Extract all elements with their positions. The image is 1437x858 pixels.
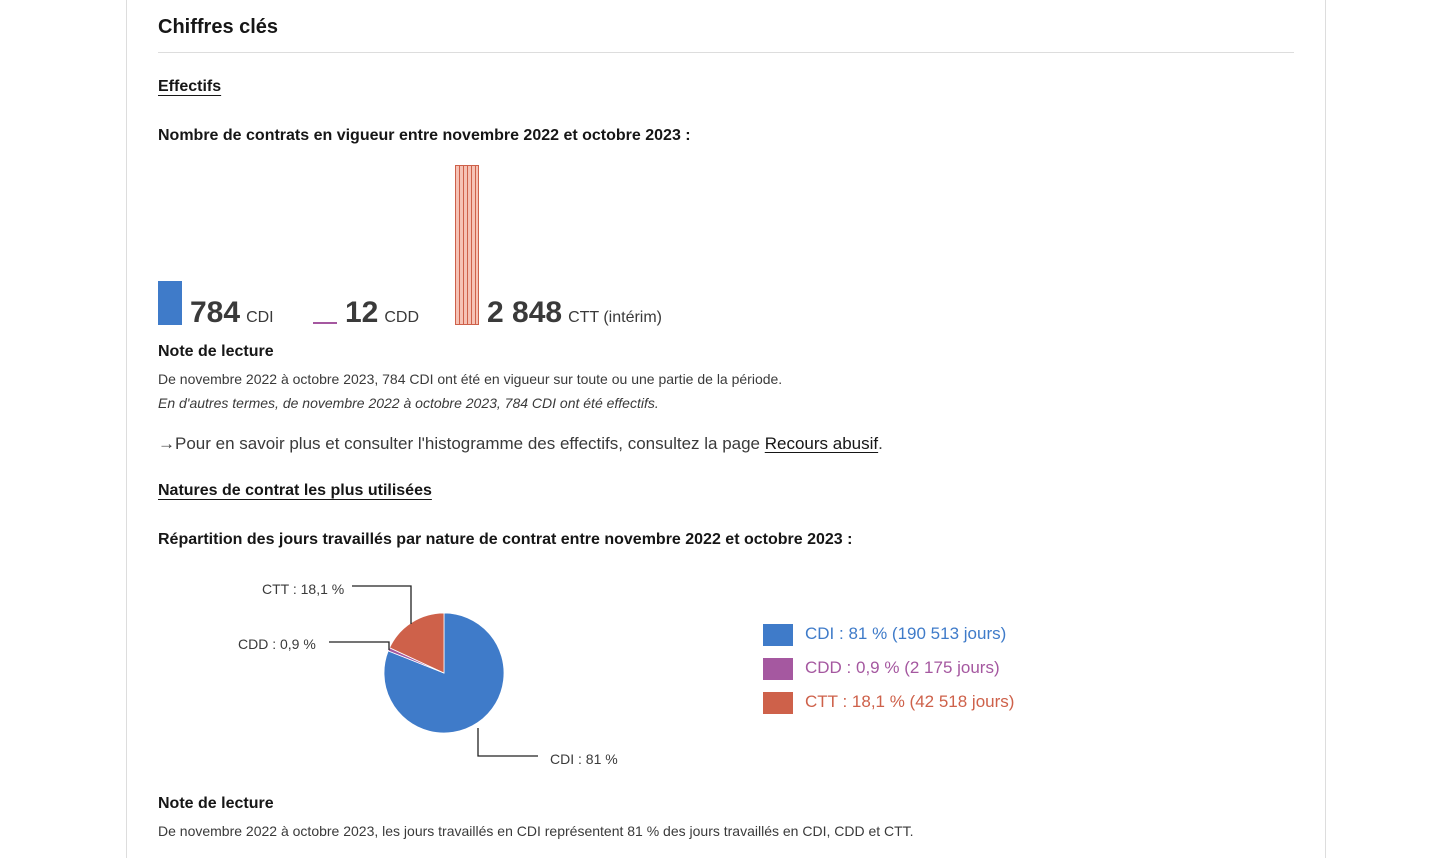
key-figures-card: [126, 0, 1326, 858]
figure-ctt-value: 2 848: [487, 296, 563, 329]
natures-note-title: Note de lecture: [158, 795, 274, 812]
natures-link[interactable]: Natures de contrat les plus utilisées: [158, 482, 432, 499]
figure-cdd: 12 CDD: [345, 296, 419, 330]
recours-abusif-link[interactable]: Recours abusif: [764, 434, 879, 453]
natures-note-line1: De novembre 2022 à octobre 2023, les jou…: [158, 823, 914, 839]
bar-cdi: [158, 281, 182, 325]
effectifs-note-line2: En d'autres termes, de novembre 2022 à o…: [158, 395, 659, 411]
legend-label-ctt: CTT : 18,1 % (42 518 jours): [805, 692, 1015, 711]
legend-label-cdi: CDI : 81 % (190 513 jours): [805, 624, 1007, 643]
pie-label-cdi: CDI : 81 %: [550, 751, 618, 767]
bar-ctt: [455, 165, 479, 325]
effectifs-note-line1: De novembre 2022 à octobre 2023, 784 CDI…: [158, 371, 783, 387]
figure-cdd-value: 12: [345, 296, 379, 329]
legend-swatch-cdi: [763, 624, 793, 646]
leader-cdi: [477, 728, 538, 757]
figure-cdi-label: CDI: [246, 309, 274, 326]
more-info-text: Pour en savoir plus et consulter l'histo…: [175, 434, 765, 453]
pie-label-cdd: CDD : 0,9 %: [238, 636, 316, 652]
figure-cdi: 784 CDI: [190, 296, 274, 330]
legend-swatch-ctt: [763, 692, 793, 714]
effectifs-link[interactable]: Effectifs: [158, 78, 222, 95]
effectifs-note-title: Note de lecture: [158, 343, 274, 360]
bar-cdd: [313, 322, 337, 324]
title-divider: [158, 52, 1294, 53]
pie-slice-ctt: [389, 612, 445, 674]
leader-cdd: [329, 641, 390, 650]
natures-heading: Répartition des jours travaillés par nat…: [158, 531, 853, 548]
figure-ctt: 2 848 CTT (intérim): [487, 296, 662, 330]
more-info-line: →Pour en savoir plus et consulter l'hist…: [158, 434, 883, 454]
figure-ctt-label: CTT (intérim): [568, 309, 662, 326]
legend-swatch-cdd: [763, 658, 793, 680]
figure-cdi-value: 784: [190, 296, 241, 329]
figure-cdd-label: CDD: [384, 309, 420, 326]
pie-label-ctt: CTT : 18,1 %: [262, 581, 344, 597]
section-title: Chiffres clés: [158, 16, 279, 38]
leader-ctt: [352, 585, 412, 624]
legend-label-cdd: CDD : 0,9 % (2 175 jours): [805, 658, 1000, 677]
arrow-right-icon: →: [158, 434, 175, 453]
effectifs-heading: Nombre de contrats en vigueur entre nove…: [158, 127, 691, 144]
more-info-suffix: .: [878, 434, 883, 453]
